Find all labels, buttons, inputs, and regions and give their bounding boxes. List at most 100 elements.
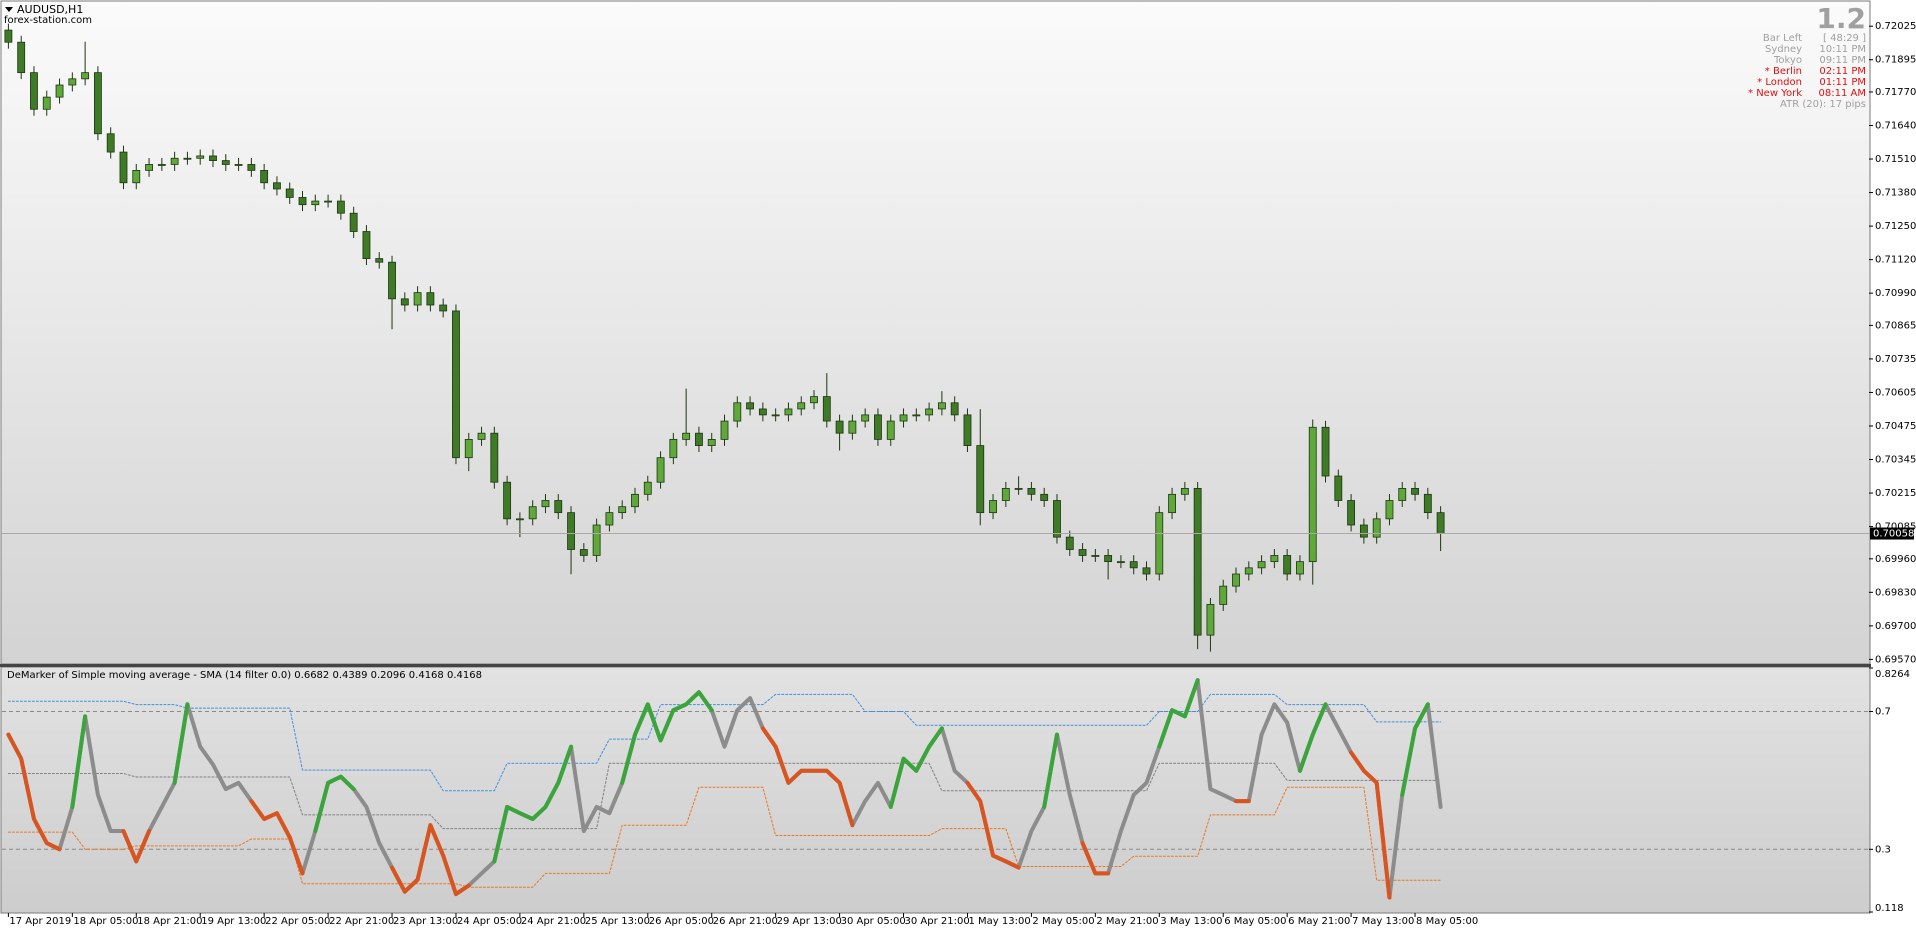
candle-body bbox=[861, 414, 870, 422]
candle-body bbox=[183, 157, 192, 160]
x-tick-label: 8 May 05:00 bbox=[1416, 916, 1478, 927]
y-tick-label: 0.69570 bbox=[1875, 654, 1916, 665]
candle-body bbox=[1232, 573, 1240, 587]
candle-body bbox=[874, 414, 882, 440]
x-tick-label: 22 Apr 05:00 bbox=[265, 916, 330, 927]
candle-body bbox=[567, 512, 575, 550]
indicator-line bbox=[965, 780, 1021, 870]
candle-body bbox=[464, 438, 473, 459]
menu-arrow[interactable] bbox=[5, 7, 13, 12]
y-tick-label: 0.118 bbox=[1875, 903, 1904, 914]
info-label: Bar Left bbox=[1763, 33, 1802, 44]
candle-body bbox=[145, 164, 153, 171]
x-tick-label: 22 Apr 21:00 bbox=[329, 916, 394, 927]
candle-body bbox=[439, 304, 448, 312]
info-value: 08:11 AM bbox=[1819, 88, 1866, 99]
indicator-line bbox=[1349, 750, 1392, 900]
candle-body bbox=[55, 84, 64, 98]
y-tick-label: 0.70605 bbox=[1875, 387, 1916, 398]
candle-body bbox=[1398, 487, 1407, 501]
y-tick-label: 0.71770 bbox=[1875, 87, 1916, 98]
candle-body bbox=[1347, 500, 1356, 526]
indicator-line bbox=[70, 714, 88, 809]
indicator-line bbox=[1297, 702, 1328, 773]
candle-body bbox=[400, 298, 409, 306]
x-tick-label: 6 May 21:00 bbox=[1288, 916, 1350, 927]
candle-body bbox=[375, 258, 384, 263]
candle-body bbox=[1308, 426, 1317, 563]
indicator-line bbox=[6, 678, 1443, 900]
indicator-line bbox=[6, 732, 62, 852]
x-tick-label: 6 May 05:00 bbox=[1224, 916, 1286, 927]
info-version: 1.2 bbox=[1816, 2, 1866, 35]
candle-body bbox=[528, 506, 537, 520]
candle-body bbox=[797, 402, 806, 410]
candle-body bbox=[311, 200, 320, 206]
indicator-line bbox=[760, 726, 855, 828]
candle-body bbox=[605, 512, 614, 526]
candle-body bbox=[42, 96, 51, 110]
info-value: 02:11 PM bbox=[1819, 66, 1866, 77]
candle-body bbox=[554, 500, 563, 514]
candle-body bbox=[950, 402, 959, 416]
x-tick-label: 18 Apr 05:00 bbox=[73, 916, 138, 927]
candle-body bbox=[1168, 493, 1176, 514]
candle-body bbox=[1040, 493, 1049, 501]
candle-body bbox=[93, 72, 102, 135]
y-tick-label: 0.71510 bbox=[1875, 154, 1916, 165]
x-tick-label: 2 May 05:00 bbox=[1032, 916, 1094, 927]
indicator-line bbox=[390, 823, 471, 897]
candle-body bbox=[1053, 500, 1061, 538]
candle-body bbox=[1283, 555, 1292, 575]
main-panel bbox=[0, 0, 1871, 665]
y-tick-label: 0.69830 bbox=[1875, 587, 1916, 598]
x-tick-label: 19 Apr 13:00 bbox=[201, 916, 266, 927]
x-tick-label: 30 Apr 05:00 bbox=[841, 916, 906, 927]
candle-body bbox=[17, 41, 26, 74]
indicator-title: DeMarker of Simple moving average - SMA … bbox=[7, 670, 482, 681]
candle-body bbox=[1372, 518, 1381, 538]
y-tick-label: 0.70475 bbox=[1875, 421, 1916, 432]
info-label: * New York bbox=[1748, 88, 1802, 99]
candle-body bbox=[784, 408, 793, 416]
candle-body bbox=[669, 438, 678, 459]
candle-body bbox=[707, 438, 716, 446]
x-tick-label: 26 Apr 05:00 bbox=[649, 916, 714, 927]
indicator-line bbox=[172, 702, 190, 785]
candle-body bbox=[643, 481, 652, 495]
candle-body bbox=[1065, 536, 1074, 550]
watermark: forex-station.com bbox=[4, 15, 92, 26]
candle-body bbox=[1104, 555, 1113, 563]
candle-body bbox=[1117, 561, 1125, 564]
indicator-line bbox=[1042, 732, 1059, 809]
candle-body bbox=[886, 420, 895, 440]
band-line bbox=[7, 786, 1442, 888]
candle-body bbox=[132, 169, 141, 184]
info-label: * London bbox=[1757, 77, 1802, 88]
candle-body bbox=[221, 160, 230, 165]
x-tick-label: 18 Apr 21:00 bbox=[137, 916, 202, 927]
candle-body bbox=[30, 72, 38, 110]
x-tick-label: 25 Apr 13:00 bbox=[585, 916, 650, 927]
candle-body bbox=[426, 292, 435, 306]
candle-body bbox=[1014, 487, 1023, 490]
candle-body bbox=[234, 164, 243, 166]
indicator-panel bbox=[0, 666, 1871, 914]
candle-body bbox=[1359, 524, 1368, 538]
candle-body bbox=[682, 432, 691, 440]
info-value: 01:11 PM bbox=[1819, 77, 1866, 88]
candle-body bbox=[541, 500, 550, 508]
candle-body bbox=[989, 500, 997, 514]
indicator-line bbox=[620, 690, 714, 785]
candle-body bbox=[285, 188, 294, 198]
symbol-title: AUDUSD,H1 bbox=[17, 3, 83, 16]
candle-body bbox=[848, 420, 857, 434]
candle-body bbox=[1142, 567, 1151, 575]
candle-body bbox=[899, 414, 908, 422]
candle-body bbox=[579, 549, 588, 556]
candle-body bbox=[912, 414, 921, 417]
x-tick-label: 24 Apr 05:00 bbox=[457, 916, 522, 927]
y-tick-label: 0.71895 bbox=[1875, 55, 1916, 66]
info-value: 10:11 PM bbox=[1819, 44, 1866, 55]
